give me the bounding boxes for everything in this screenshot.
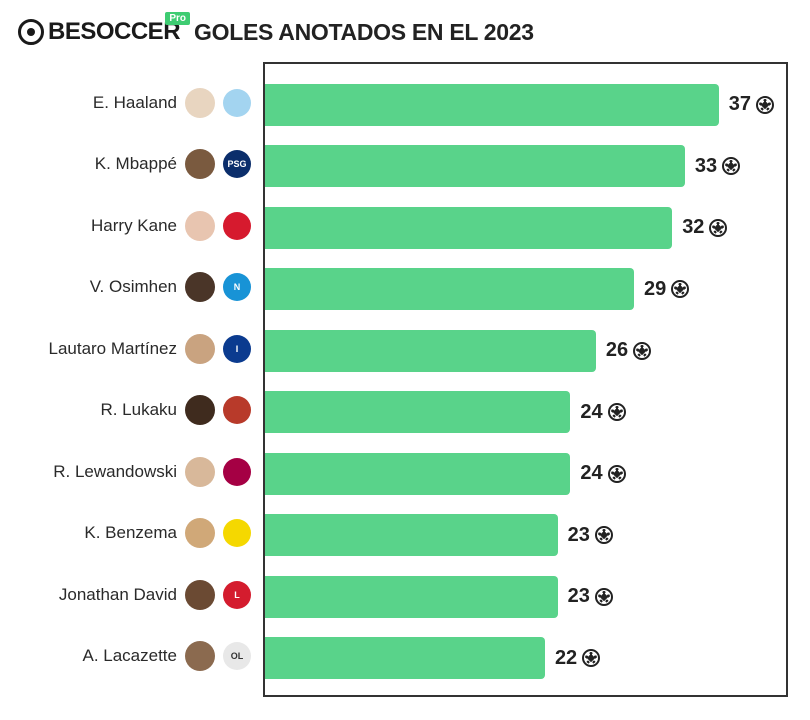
value-label: 26 [606,339,651,362]
club-badge-icon: PSG [223,150,251,178]
club-badge-icon: I [223,335,251,363]
player-avatar [185,211,215,241]
brand-logo: BESOCCER Pro [18,18,180,46]
player-avatar [185,580,215,610]
soccer-ball-icon [756,96,774,114]
bar-row: 26 [265,320,774,382]
value-label: 37 [729,93,774,116]
player-name: R. Lukaku [100,400,177,420]
club-badge-icon: OL [223,642,251,670]
player-avatar [185,457,215,487]
club-badge-icon: N [223,273,251,301]
bar [265,145,685,187]
bar [265,637,545,679]
bar [265,207,672,249]
club-badge-icon [223,212,251,240]
label-row: E. Haaland [18,72,263,134]
brand-name: BESOCCER [48,18,180,46]
label-row: Jonathan David L [18,564,263,626]
bar [265,514,558,556]
value-label: 24 [580,401,625,424]
player-name: Jonathan David [59,585,177,605]
chart-area: E. Haaland K. Mbappé PSG Harry Kane V. O… [18,62,788,697]
player-name: R. Lewandowski [53,462,177,482]
player-avatar [185,395,215,425]
player-avatar [185,641,215,671]
bar-row: 22 [265,628,774,690]
header: BESOCCER Pro GOLES ANOTADOS EN EL 2023 [18,18,788,46]
value-label: 29 [644,278,689,301]
value-label: 24 [580,462,625,485]
label-row: Lautaro Martínez I [18,318,263,380]
bar [265,268,634,310]
bar-row: 23 [265,505,774,567]
labels-column: E. Haaland K. Mbappé PSG Harry Kane V. O… [18,62,263,697]
chart-title: GOLES ANOTADOS EN EL 2023 [194,19,534,46]
bar-row: 32 [265,197,774,259]
club-badge-icon: L [223,581,251,609]
club-badge-icon [223,519,251,547]
label-row: Harry Kane [18,195,263,257]
soccer-ball-icon [671,280,689,298]
player-avatar [185,88,215,118]
value-label: 33 [695,155,740,178]
bar-row: 37 [265,74,774,136]
label-row: V. Osimhen N [18,257,263,319]
value-label: 23 [568,524,613,547]
label-row: K. Mbappé PSG [18,134,263,196]
value-label: 32 [682,216,727,239]
bar [265,391,570,433]
player-name: A. Lacazette [82,646,177,666]
value-label: 23 [568,585,613,608]
bars-column: 37 33 32 29 26 24 [263,62,788,697]
bar [265,330,596,372]
soccer-ball-icon [595,588,613,606]
label-row: A. Lacazette OL [18,626,263,688]
soccer-ball-icon [582,649,600,667]
soccer-ball-icon [722,157,740,175]
soccer-ball-icon [633,342,651,360]
bar [265,453,570,495]
soccer-ball-icon [608,403,626,421]
bar-row: 24 [265,382,774,444]
bar [265,576,558,618]
label-row: R. Lewandowski [18,441,263,503]
player-name: K. Mbappé [95,154,177,174]
club-badge-icon [223,396,251,424]
bar-row: 29 [265,259,774,321]
label-row: R. Lukaku [18,380,263,442]
bar-row: 33 [265,136,774,198]
player-avatar [185,518,215,548]
bar [265,84,719,126]
chart-container: BESOCCER Pro GOLES ANOTADOS EN EL 2023 E… [0,0,810,720]
player-name: Lautaro Martínez [48,339,177,359]
bar-row: 24 [265,443,774,505]
player-name: V. Osimhen [90,277,177,297]
pro-badge: Pro [165,12,190,25]
bar-row: 23 [265,566,774,628]
value-label: 22 [555,647,600,670]
club-badge-icon [223,89,251,117]
soccer-ball-icon [608,465,626,483]
player-name: E. Haaland [93,93,177,113]
player-avatar [185,149,215,179]
label-row: K. Benzema [18,503,263,565]
soccer-ball-icon [709,219,727,237]
club-badge-icon [223,458,251,486]
player-name: Harry Kane [91,216,177,236]
player-name: K. Benzema [84,523,177,543]
target-icon [18,19,44,45]
player-avatar [185,334,215,364]
soccer-ball-icon [595,526,613,544]
player-avatar [185,272,215,302]
